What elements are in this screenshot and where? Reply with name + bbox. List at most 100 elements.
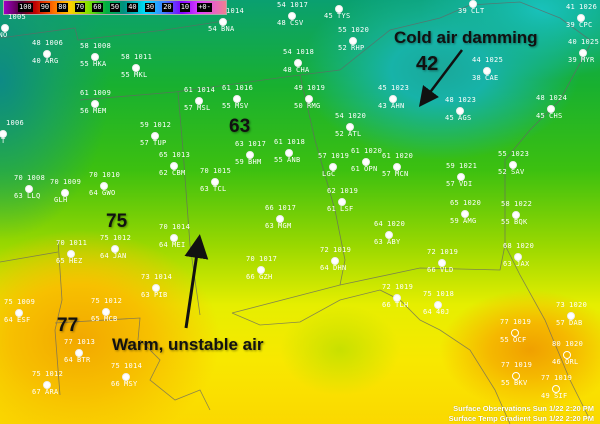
station-dewpoint: 45 <box>445 114 455 122</box>
sky-cover-icon <box>211 178 219 186</box>
station-dewpoint: 66 <box>427 266 437 274</box>
station-temp-pressure: 59 1012 <box>140 121 171 129</box>
station-temp-pressure: 41 1026 <box>566 3 597 11</box>
station-temperature: 80 <box>552 340 562 348</box>
sky-cover-icon <box>547 105 555 113</box>
sky-cover-icon <box>170 234 178 242</box>
station-id: CBM <box>172 169 186 177</box>
station-dewpoint-id: 39 MYR <box>568 56 595 64</box>
station-dewpoint: 62 <box>159 169 169 177</box>
station-dewpoint: 59 <box>450 217 460 225</box>
station-id: CHA <box>296 66 310 74</box>
station-id: DAB <box>569 319 583 327</box>
station-temp-pressure: 77 1013 <box>64 338 95 346</box>
station-temp-pressure: 61 1020 <box>351 147 382 155</box>
station-temperature: 66 <box>265 204 275 212</box>
station-temp-pressure: 54 1020 <box>335 112 366 120</box>
sky-cover-icon <box>579 49 587 57</box>
station-id: ESF <box>17 316 31 324</box>
station-pressure: 1020 <box>463 199 482 207</box>
station-id: LSF <box>340 205 354 213</box>
station-pressure: 1014 <box>172 223 191 231</box>
station-id: HEZ <box>69 257 83 265</box>
station-dewpoint-id: 48 CSV <box>277 19 304 27</box>
station-dewpoint-id: 38 CAE <box>472 74 499 82</box>
station-temperature: 58 <box>121 53 131 61</box>
station-pressure: 1026 <box>579 3 598 11</box>
station-id: LGC <box>322 170 336 178</box>
station-temperature: 75 <box>111 362 121 370</box>
state-border-ar-la <box>0 251 59 263</box>
arrow-warm-air <box>184 234 209 329</box>
station-pressure: 1014 <box>226 7 245 15</box>
station-id: GLH <box>54 196 68 204</box>
station-temperature: 72 <box>382 283 392 291</box>
station-dewpoint: 55 <box>274 156 284 164</box>
station-dewpoint-id: 40 ARG <box>32 57 59 65</box>
station-temp-pressure: 44 1025 <box>472 56 503 64</box>
station-dewpoint-id: 49 SIF <box>541 392 568 400</box>
station-id: MCB <box>104 315 118 323</box>
sky-cover-icon <box>152 284 160 292</box>
station-dewpoint-id: 64 GWO <box>89 189 116 197</box>
station-temperature: 77 <box>500 318 510 326</box>
gradient-caption: Surface Temp Gradient Sun 1/22 2:20 PM <box>448 414 594 423</box>
station-pressure: 1017 <box>259 255 278 263</box>
temp-63-label: 63 <box>229 116 251 137</box>
station-temperature: 57 <box>318 152 328 160</box>
station-id: DHN <box>333 264 347 272</box>
sky-cover-icon <box>91 53 99 61</box>
state-border-ga-sc <box>339 4 471 71</box>
sky-cover-icon <box>329 163 337 171</box>
station-dewpoint-id: 52 ATL <box>335 130 362 138</box>
station-temperature: 61 <box>80 89 90 97</box>
station-pressure: 1012 <box>113 234 132 242</box>
cold-temp-label: 42 <box>416 53 439 75</box>
station-dewpoint: 64 <box>89 189 99 197</box>
sky-cover-icon <box>102 308 110 316</box>
station-id: MSV <box>235 102 249 110</box>
sky-cover-icon <box>362 158 370 166</box>
station-id: TYS <box>337 12 351 20</box>
station-temperature: 48 <box>32 39 42 47</box>
sky-cover-icon <box>100 182 108 190</box>
station-temperature: 58 <box>501 200 511 208</box>
station-id: VNO <box>0 31 8 39</box>
sky-cover-icon <box>67 250 75 258</box>
legend-tick-label: 20 <box>162 3 173 12</box>
station-pressure: 1020 <box>387 220 406 228</box>
station-dewpoint-id: GLH <box>50 196 68 204</box>
station-id: AHN <box>391 102 405 110</box>
station-pressure: 1006 <box>45 39 64 47</box>
station-id: BNA <box>221 25 235 33</box>
station-id: GZH <box>259 273 273 281</box>
sky-cover-icon <box>511 329 519 337</box>
station-temp-pressure: 75 1012 <box>91 297 122 305</box>
station-temperature: 48 <box>445 96 455 104</box>
state-border-fl-ga <box>231 244 506 314</box>
legend-tick-label: 60 <box>92 3 103 12</box>
station-dewpoint: 64 <box>100 252 110 260</box>
sky-cover-icon <box>151 132 159 140</box>
station-dewpoint-id: 61 LSF <box>327 205 354 213</box>
station-pressure: 1020 <box>565 340 584 348</box>
sky-cover-icon <box>393 163 401 171</box>
station-dewpoint-id: 50 RMG <box>294 102 321 110</box>
station-id: MEM <box>93 107 107 115</box>
sky-cover-icon <box>294 59 302 67</box>
station-dewpoint: 56 <box>80 107 90 115</box>
station-pressure: 1008 <box>27 174 46 182</box>
sky-cover-icon <box>338 198 346 206</box>
legend-tick-label: 70 <box>74 3 86 12</box>
station-temp-pressure: 72 1019 <box>427 248 458 256</box>
station-temperature: 61 <box>274 138 284 146</box>
station-temp-pressure: 70 1011 <box>56 239 87 247</box>
state-border-al-ga <box>299 74 346 286</box>
station-temp-pressure: 61 1018 <box>274 138 305 146</box>
station-temp-pressure: 55 1020 <box>338 26 369 34</box>
station-id: MGM <box>278 222 292 230</box>
station-temp-pressure: 70 1014 <box>159 223 190 231</box>
station-dewpoint-id: 64 MEI <box>159 241 186 249</box>
station-pressure: 1017 <box>278 204 297 212</box>
station-pressure: 1013 <box>172 151 191 159</box>
